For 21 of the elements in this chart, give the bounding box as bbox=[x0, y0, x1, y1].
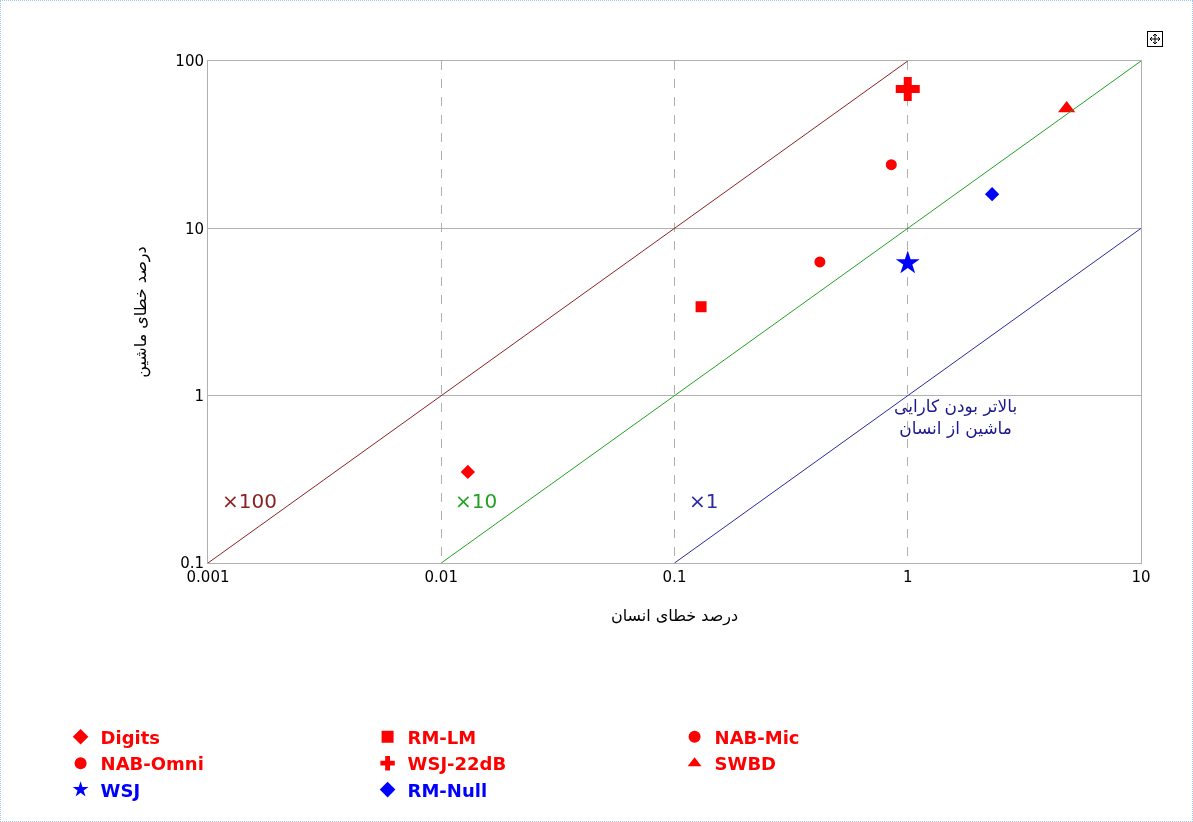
x-axis-title: درصد خطای انسان bbox=[610, 605, 739, 626]
y-axis-title: درصد خطای ماشین bbox=[131, 246, 152, 378]
x-tick-label: 0.01 bbox=[424, 568, 458, 586]
x-tick-label: 10 bbox=[1131, 568, 1151, 586]
series-label: ×10 bbox=[455, 489, 498, 513]
x-tick-label: 0.1 bbox=[662, 568, 687, 586]
legend-label: NAB-Omni bbox=[100, 753, 204, 775]
annotation: بالاتر بودن کارایی ماشین از انسان bbox=[894, 396, 1018, 439]
y-tick-label: 1 bbox=[194, 386, 204, 405]
legend-label: NAB-Mic bbox=[714, 726, 800, 748]
y-tick-label: 100 bbox=[175, 52, 204, 71]
legend-label: RM-Null bbox=[407, 779, 488, 801]
legend-label: WSJ bbox=[100, 779, 141, 801]
y-tick-label: 10 bbox=[184, 219, 204, 238]
legend-label: SWBD bbox=[714, 753, 777, 775]
series-label: ×100 bbox=[222, 489, 277, 513]
legend-label: Digits bbox=[100, 726, 161, 748]
series-label: ×1 bbox=[689, 489, 719, 513]
x-tick-label: 1 bbox=[902, 568, 913, 586]
legend-label: WSJ-22dB bbox=[407, 753, 507, 775]
legend-label: RM-LM bbox=[407, 726, 477, 748]
